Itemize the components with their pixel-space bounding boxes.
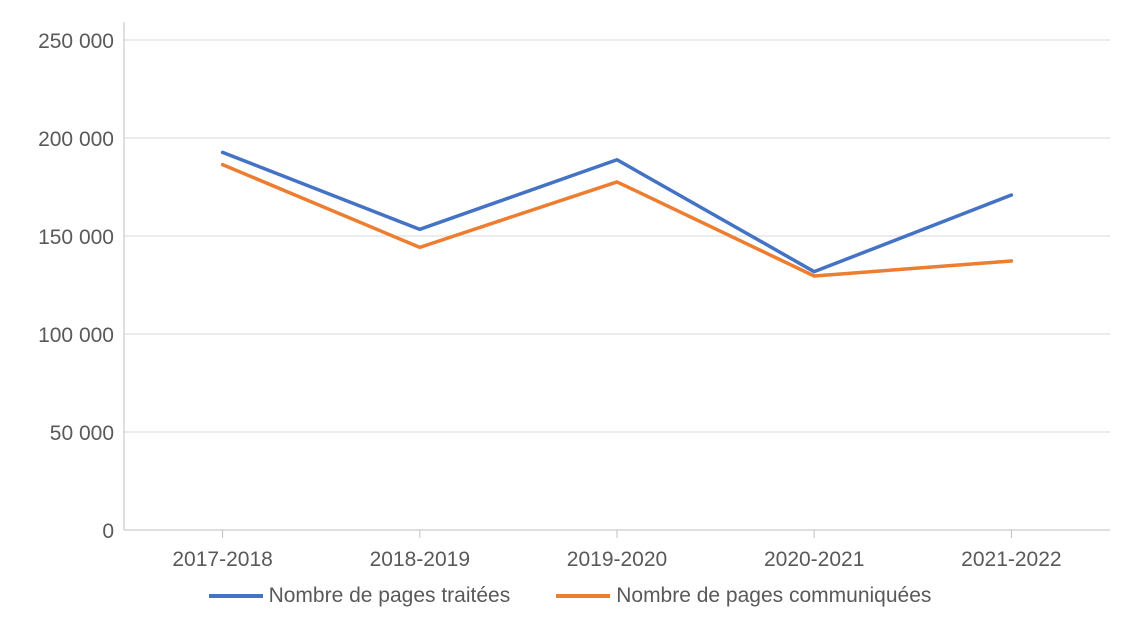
legend-swatch-orange — [556, 594, 611, 598]
series-line-1 — [220, 162, 1014, 278]
x-tick-label: 2017-2018 — [172, 548, 272, 571]
y-tick-label: 200 000 — [38, 128, 114, 151]
legend-item-communiquees: Nombre de pages communiquées — [556, 584, 931, 608]
y-tick-label: 150 000 — [38, 226, 114, 249]
x-tick-label: 2018-2019 — [370, 548, 470, 571]
x-tick-label: 2020-2021 — [764, 548, 864, 571]
legend-item-traitees: Nombre de pages traitées — [208, 584, 511, 608]
y-tick-label: 0 — [102, 520, 114, 543]
series-line-0 — [220, 150, 1014, 274]
x-tick-label: 2021-2022 — [961, 548, 1061, 571]
x-tick-label: 2019-2020 — [567, 548, 667, 571]
legend-swatch-blue — [208, 594, 263, 598]
y-tick-label: 50 000 — [50, 422, 114, 445]
legend: Nombre de pages traitées Nombre de pages… — [0, 584, 1140, 608]
legend-label: Nombre de pages communiquées — [616, 584, 932, 607]
legend-label: Nombre de pages traitées — [268, 584, 511, 607]
y-tick-label: 100 000 — [38, 324, 114, 347]
y-tick-label: 250 000 — [38, 30, 114, 53]
